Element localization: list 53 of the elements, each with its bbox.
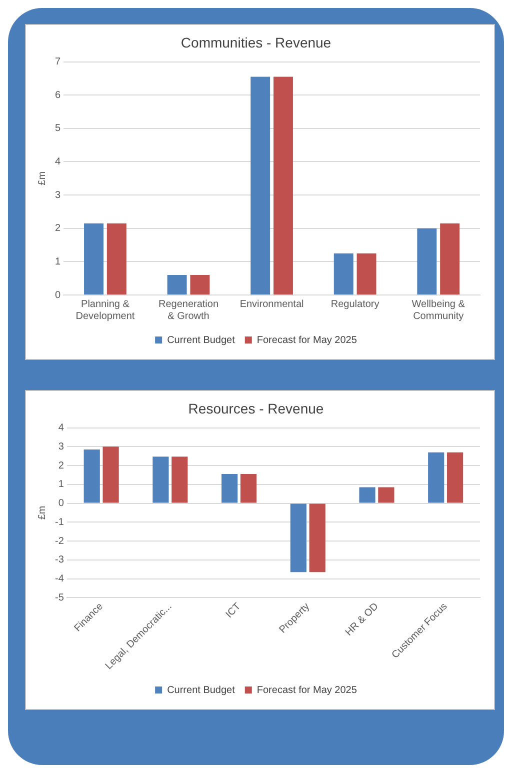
y-tick-label: 6 [55,90,61,101]
bar [84,450,100,503]
x-tick-label: Wellbeing & Community [412,298,466,322]
y-axis-title: £m [36,506,48,520]
y-tick-label: 2 [55,223,61,234]
bar [417,228,437,294]
bar [428,452,444,503]
x-tick-label: HR & OD [344,601,381,638]
bar [152,456,169,503]
y-tick-label: 3 [55,190,61,201]
y-axis-title: £m [36,171,48,186]
bar [440,223,460,294]
y-tick-label: -2 [54,536,64,547]
legend-label: Current Budget [167,684,236,696]
bar [309,504,326,572]
y-tick-label: -5 [54,592,64,604]
bar [250,76,270,294]
y-tick-label: 5 [55,123,61,134]
y-tick-label: 4 [55,156,61,168]
y-tick-label: 3 [58,441,64,452]
chart-title: Resources - Revenue [188,400,324,416]
bar [356,253,376,294]
bar [84,223,104,294]
bar [274,76,293,294]
y-tick-label: 0 [55,290,61,301]
bar [167,275,187,294]
bar [290,504,306,572]
y-tick-label: 1 [58,479,64,490]
y-tick-label: 4 [58,422,64,434]
chart-title: Communities - Revenue [180,34,332,50]
bar [446,452,464,503]
x-tick-label: Regeneration & Growth [158,298,219,322]
x-tick-label: ICT [224,601,244,620]
bar [102,446,119,503]
x-tick-label: Regulatory [330,298,380,310]
bar [240,474,257,503]
y-tick-label: -1 [54,516,64,528]
bar [378,487,394,503]
y-tick-label: -3 [54,554,64,566]
legend-label: Current Budget [167,334,236,346]
y-tick-label: 2 [58,460,64,472]
x-tick-label: Planning & Development [76,298,135,322]
y-tick-label: 1 [55,256,61,268]
y-tick-label: 0 [58,498,64,510]
bar [106,223,126,294]
bar [222,474,238,503]
bar [172,456,188,503]
y-tick-label: -4 [54,574,64,585]
bar [190,275,210,294]
bar [334,253,354,294]
bar [359,487,376,503]
x-tick-label: Environmental [240,298,304,310]
y-tick-label: 7 [55,56,61,68]
